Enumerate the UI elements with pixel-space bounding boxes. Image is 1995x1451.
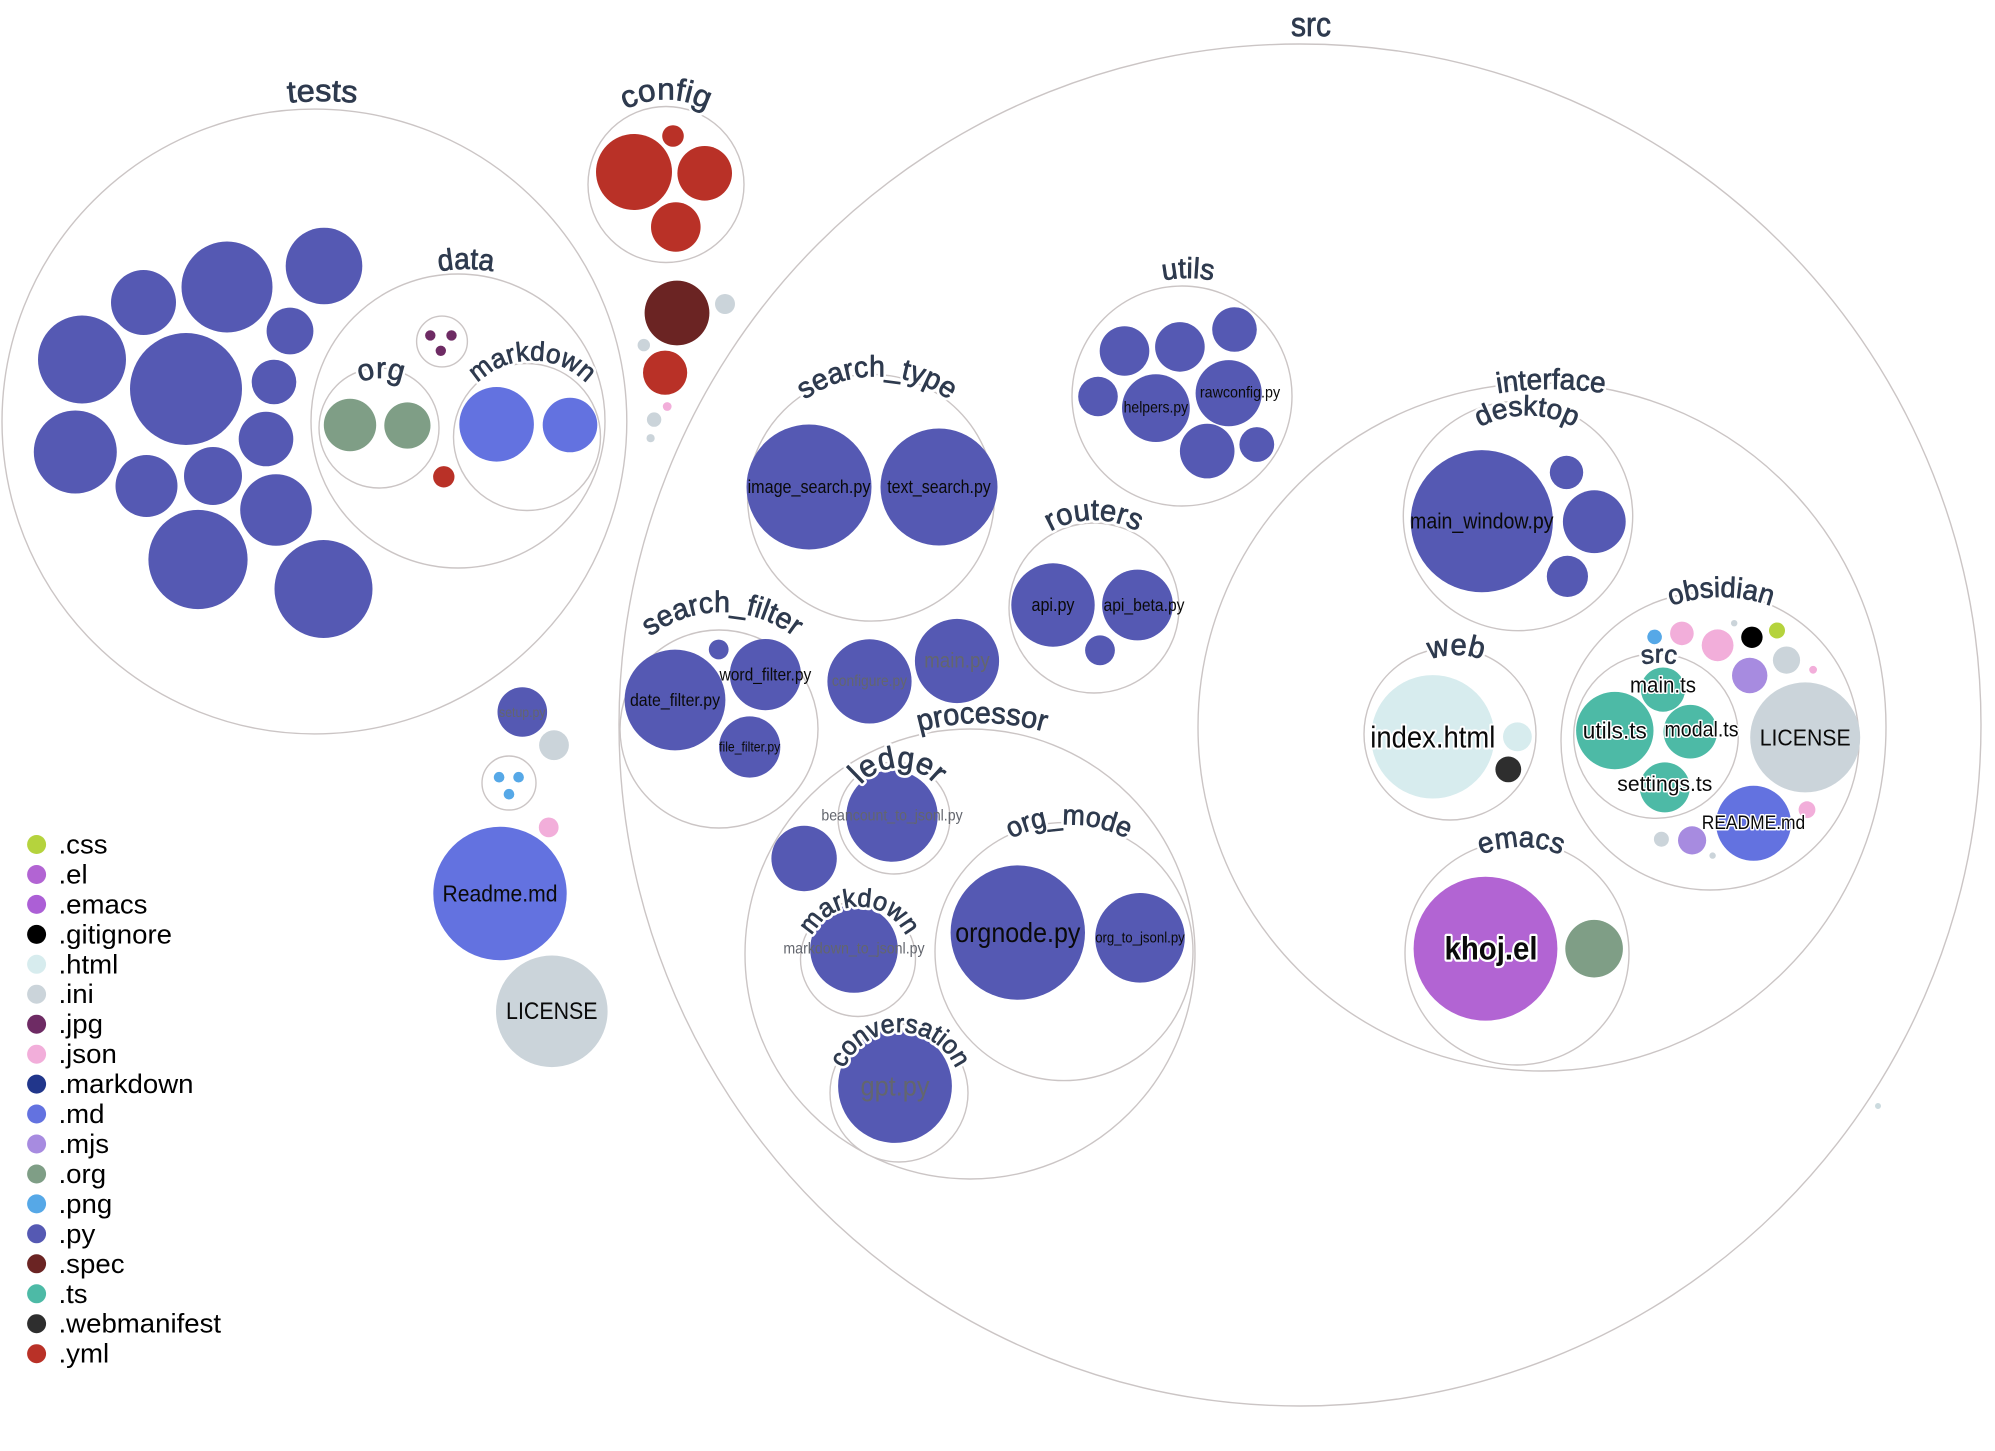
svg-text:file_filter.py: file_filter.py [719, 740, 780, 755]
svg-text:Readme.md: Readme.md [443, 881, 558, 907]
svg-text:main_window.py: main_window.py [1410, 509, 1554, 534]
svg-text:.ini: .ini [59, 979, 94, 1009]
svg-text:.markdown: .markdown [59, 1069, 194, 1099]
svg-text:README.md: README.md [1702, 813, 1806, 834]
svg-text:org: org [353, 352, 408, 389]
svg-text:.webmanifest: .webmanifest [59, 1309, 222, 1339]
svg-text:.org: .org [59, 1159, 107, 1189]
svg-text:web: web [1423, 629, 1488, 666]
svg-text:data: data [436, 243, 497, 278]
svg-text:interface: interface [1494, 364, 1608, 400]
svg-text:LICENSE: LICENSE [506, 998, 598, 1025]
svg-text:utils: utils [1159, 253, 1217, 287]
svg-text:org: org [353, 352, 408, 389]
svg-text:.json: .json [59, 1039, 117, 1069]
svg-text:.emacs: .emacs [59, 889, 148, 919]
svg-text:tests: tests [285, 73, 359, 110]
svg-text:interface: interface [1494, 364, 1608, 400]
svg-text:src: src [1291, 6, 1332, 44]
svg-text:rawconfig.py: rawconfig.py [1200, 385, 1280, 402]
svg-text:.el: .el [59, 860, 88, 890]
svg-text:beancount_to_jsonl.py: beancount_to_jsonl.py [821, 808, 962, 825]
svg-text:api_beta.py: api_beta.py [1104, 595, 1185, 616]
svg-text:orgnode.py: orgnode.py [955, 917, 1080, 948]
svg-text:gpt.py: gpt.py [861, 1071, 930, 1102]
svg-text:main.ts: main.ts [1630, 673, 1696, 698]
svg-text:utils: utils [1159, 253, 1217, 287]
svg-text:.css: .css [59, 830, 108, 860]
svg-text:helpers.py: helpers.py [1124, 400, 1189, 417]
svg-text:.py: .py [59, 1219, 97, 1249]
svg-text:.gitignore: .gitignore [59, 919, 173, 949]
svg-text:desktop: desktop [1469, 390, 1584, 432]
svg-text:word_filter.py: word_filter.py [719, 665, 812, 686]
svg-text:.yml: .yml [59, 1339, 110, 1369]
svg-text:.mjs: .mjs [59, 1129, 110, 1159]
svg-text:.md: .md [59, 1099, 105, 1129]
svg-text:web: web [1423, 629, 1488, 666]
svg-text:data: data [436, 243, 497, 278]
svg-text:markdown_to_jsonl.py: markdown_to_jsonl.py [783, 941, 924, 958]
svg-text:LICENSE: LICENSE [1760, 724, 1851, 750]
svg-text:main.py: main.py [924, 650, 990, 673]
svg-text:setup.py: setup.py [499, 704, 546, 720]
svg-text:image_search.py: image_search.py [748, 477, 871, 498]
svg-text:org_to_jsonl.py: org_to_jsonl.py [1095, 929, 1185, 946]
svg-text:.spec: .spec [59, 1249, 125, 1279]
svg-text:.jpg: .jpg [59, 1009, 104, 1039]
svg-text:utils.ts: utils.ts [1583, 718, 1647, 744]
svg-text:index.html: index.html [1370, 719, 1495, 754]
svg-text:khoj.el: khoj.el [1445, 931, 1538, 967]
svg-text:.html: .html [59, 949, 119, 979]
svg-text:settings.ts: settings.ts [1617, 773, 1712, 796]
svg-text:src: src [1639, 639, 1680, 671]
svg-text:api.py: api.py [1032, 595, 1075, 615]
svg-text:src: src [1639, 639, 1680, 671]
svg-text:configure.py: configure.py [832, 673, 907, 690]
svg-text:src: src [1291, 6, 1332, 44]
svg-text:text_search.py: text_search.py [887, 477, 991, 498]
svg-text:date_filter.py: date_filter.py [630, 690, 720, 711]
svg-text:.png: .png [59, 1189, 113, 1219]
svg-text:.ts: .ts [59, 1279, 88, 1309]
svg-text:modal.ts: modal.ts [1665, 718, 1739, 742]
